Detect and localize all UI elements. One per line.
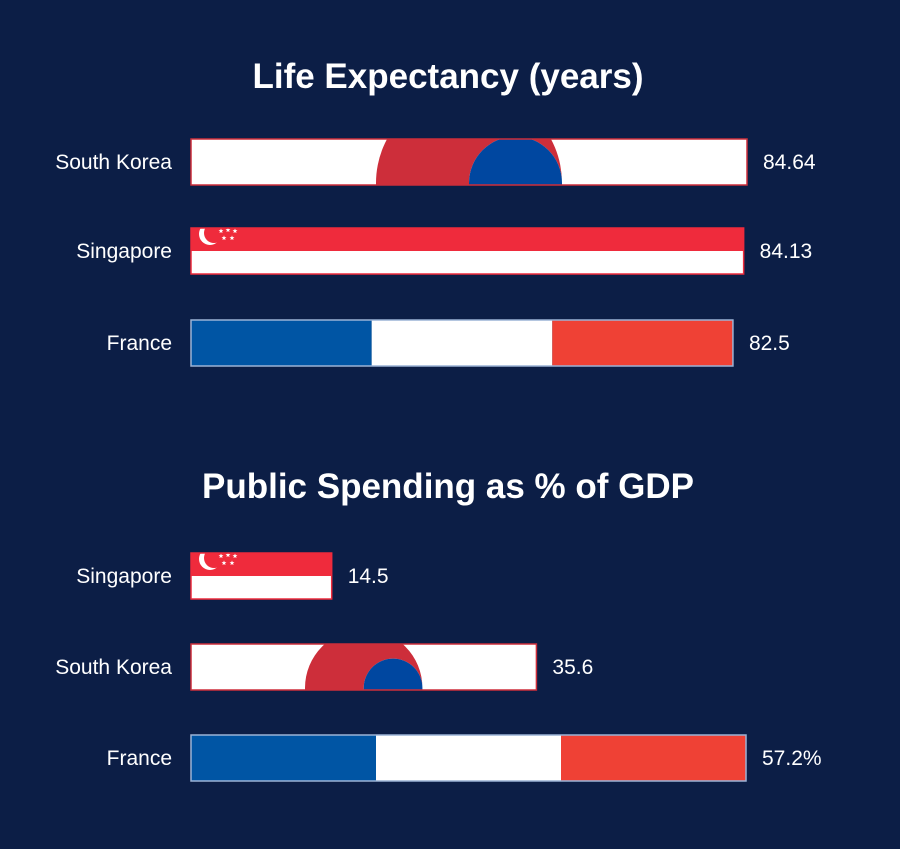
bar-south-korea bbox=[190, 138, 748, 186]
bar-france bbox=[190, 734, 747, 782]
value-label-france: 57.2% bbox=[762, 747, 822, 770]
bar-border bbox=[190, 138, 748, 186]
bar-singapore bbox=[190, 552, 333, 600]
bar-border bbox=[190, 734, 747, 782]
flag-red-stripe bbox=[552, 320, 733, 366]
bar-border bbox=[190, 227, 745, 275]
category-label-singapore: Singapore bbox=[76, 565, 172, 588]
bar-south-korea bbox=[190, 643, 538, 691]
star-icon bbox=[232, 553, 238, 559]
public-spending-chart: Public Spending as % of GDP Singapore 14.… bbox=[55, 467, 822, 782]
value-label-singapore: 14.5 bbox=[348, 565, 389, 588]
taegeuk-red bbox=[376, 139, 562, 185]
category-label-singapore: Singapore bbox=[76, 240, 172, 263]
flag-white-stripe bbox=[376, 735, 561, 781]
crescent-inner bbox=[204, 228, 224, 243]
star-icon bbox=[225, 228, 231, 233]
star-icon bbox=[225, 553, 231, 558]
star-icon bbox=[232, 228, 238, 234]
flag-blue-stripe bbox=[191, 320, 372, 366]
flag-white-band bbox=[191, 251, 744, 274]
star-icon bbox=[218, 553, 224, 559]
flag-red-band bbox=[191, 228, 744, 251]
star-icon bbox=[221, 235, 227, 241]
star-icon bbox=[218, 228, 224, 234]
taegeuk-blue bbox=[376, 139, 562, 185]
category-label-south-korea: South Korea bbox=[55, 656, 172, 679]
chart-title: Public Spending as % of GDP bbox=[202, 467, 694, 506]
flag-red-stripe bbox=[561, 735, 746, 781]
bar-border bbox=[190, 643, 538, 691]
chart-title: Life Expectancy (years) bbox=[252, 57, 643, 96]
bar-border bbox=[190, 319, 734, 367]
crescent-inner bbox=[204, 553, 224, 568]
star-icon bbox=[229, 235, 235, 241]
bar-border bbox=[190, 552, 333, 600]
life-expectancy-chart: Life Expectancy (years) South Korea 84.64… bbox=[55, 57, 816, 367]
category-label-france: France bbox=[107, 332, 172, 355]
taegeuk-blue bbox=[304, 658, 423, 690]
value-label-south-korea: 35.6 bbox=[552, 656, 593, 679]
flag-red-band bbox=[191, 553, 332, 576]
flag-white-stripe bbox=[371, 320, 553, 366]
star-icon bbox=[229, 560, 235, 566]
category-label-france: France bbox=[107, 747, 172, 770]
value-label-france: 82.5 bbox=[749, 332, 790, 355]
bar-france bbox=[190, 319, 734, 367]
taegeuk-red bbox=[304, 644, 423, 690]
star-icon bbox=[221, 560, 227, 566]
flag-blue-stripe bbox=[191, 735, 376, 781]
value-label-south-korea: 84.64 bbox=[763, 151, 816, 174]
flag-white-band bbox=[191, 576, 332, 599]
value-label-singapore: 84.13 bbox=[760, 240, 813, 263]
bar-singapore bbox=[190, 227, 745, 275]
category-label-south-korea: South Korea bbox=[55, 151, 172, 174]
